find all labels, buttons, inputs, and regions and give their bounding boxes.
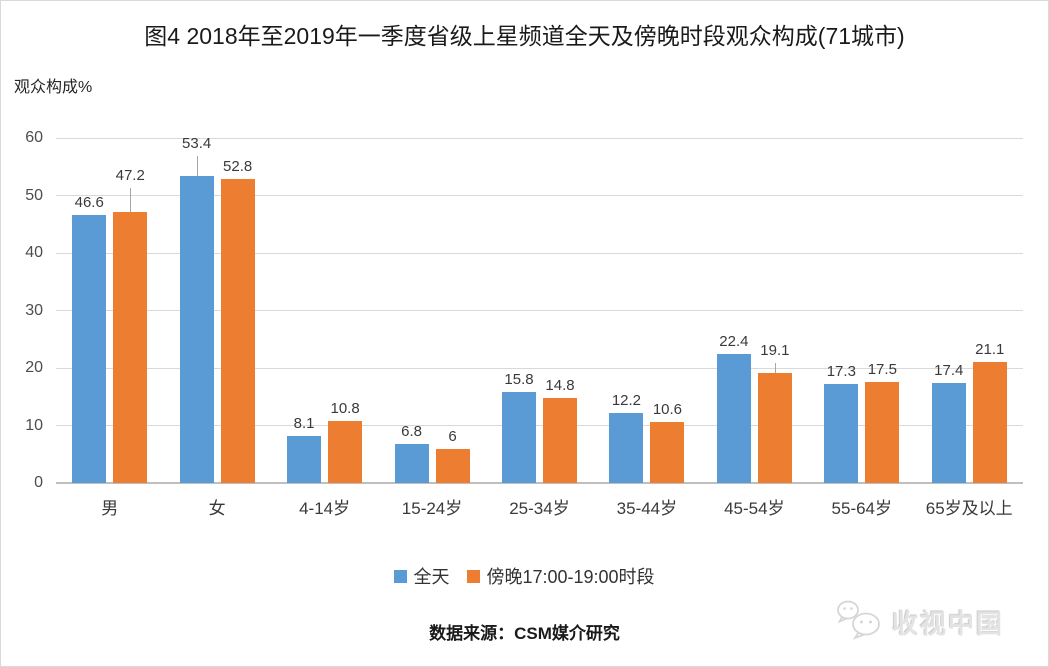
y-axis-tick: 0: [34, 474, 43, 491]
bar: [543, 397, 577, 483]
x-axis-label: 15-24岁: [401, 499, 463, 518]
bar-value-label: 52.8: [223, 158, 253, 176]
legend-color-swatch: [394, 569, 408, 583]
x-axis-label: 45-54岁: [724, 499, 785, 518]
gridline: [56, 425, 1023, 426]
bar: [865, 382, 900, 483]
wechat-chat-bubbles-icon: [834, 598, 886, 647]
bar: [609, 412, 644, 483]
y-axis-tick: 40: [25, 244, 43, 261]
bar-value-label: 14.8: [545, 376, 575, 394]
gridline: [56, 195, 1023, 196]
bar-value-label: 19.1: [760, 342, 790, 360]
bar: [72, 215, 107, 483]
bar-value-label: 17.5: [867, 361, 897, 379]
x-axis-label: 男: [101, 499, 119, 518]
legend-label: 傍晚17:00-19:00时段: [486, 567, 655, 587]
y-axis-tick: 60: [25, 129, 43, 146]
watermark: 收视中国: [834, 598, 1004, 647]
label-leader-line: [130, 187, 132, 212]
bar: [931, 382, 966, 483]
bar: [220, 179, 255, 483]
bar: [716, 354, 751, 483]
bar-value-label: 8.1: [293, 415, 315, 433]
gridline: [56, 310, 1023, 311]
bar-value-label: 17.3: [826, 362, 856, 380]
bar-value-label: 17.4: [934, 361, 964, 379]
bar: [972, 361, 1007, 483]
gridline: [56, 137, 1023, 139]
bar-value-label: 53.4: [182, 134, 212, 152]
legend-item: 傍晚17:00-19:00时段: [467, 563, 655, 589]
bar-value-label: 47.2: [115, 166, 145, 184]
x-axis-label: 65岁及以上: [925, 499, 1013, 518]
bar-value-label: 12.2: [611, 391, 642, 409]
plot-area: 46.6 47.2 53.4 52.8 8.1 10.8 6.8 6 15.8 14.8 12.2 1…: [56, 134, 1023, 484]
gridline: [56, 367, 1023, 369]
bar-value-label: 6: [448, 427, 457, 445]
y-axis-title: 观众构成%: [14, 79, 93, 96]
bar-value-label: 21.1: [975, 340, 1005, 358]
bar-value-label: 10.6: [652, 401, 683, 419]
bar: [435, 448, 470, 483]
bar: [394, 443, 429, 483]
label-leader-line: [774, 363, 776, 374]
bar-value-label: 15.8: [504, 371, 534, 389]
y-axis-tick: 30: [25, 301, 43, 319]
source-note: 数据来源：CSM媒介研究: [429, 624, 620, 643]
bar: [502, 392, 536, 483]
x-axis-label: 55-64岁: [831, 499, 893, 518]
x-axis-line: [56, 482, 1023, 484]
x-axis-label: 女: [208, 499, 226, 518]
y-axis-tick: 20: [25, 359, 43, 376]
y-axis-tick: 50: [25, 186, 43, 204]
legend-item: 全天: [394, 563, 449, 589]
bar-value-label: 10.8: [330, 399, 360, 417]
bar: [113, 211, 148, 483]
bar: [824, 383, 859, 483]
gridline: [56, 252, 1023, 254]
y-axis-tick: 10: [25, 416, 43, 434]
x-axis-label: 4-14岁: [299, 499, 351, 518]
x-axis-label: 25-34岁: [509, 499, 570, 518]
label-leader-line: [196, 155, 198, 176]
bar-value-label: 6.8: [401, 422, 422, 440]
bar: [757, 373, 792, 483]
bar: [650, 422, 685, 483]
bar: [179, 175, 214, 483]
legend-label: 全天: [413, 567, 450, 587]
chart-legend: 全天 傍晚17:00-19:00时段: [1, 563, 1048, 589]
bar: [328, 420, 363, 483]
chart-title: 图4 2018年至2019年一季度省级上星频道全天及傍晚时段观众构成(71城市): [144, 23, 905, 49]
bar-value-label: 22.4: [719, 333, 749, 351]
bar-value-label: 46.6: [74, 194, 104, 212]
legend-color-swatch: [467, 569, 481, 583]
bar: [287, 436, 322, 483]
watermark-text: 收视中国: [891, 609, 1004, 639]
y-axis: 0 10 20 30 40 50 60: [1, 129, 47, 491]
x-axis-labels: 男 女 4-14岁 15-24岁 25-34岁 35-44岁 45-54岁 55-64岁 65岁…: [56, 494, 1023, 519]
x-axis-label: 35-44岁: [616, 499, 678, 518]
